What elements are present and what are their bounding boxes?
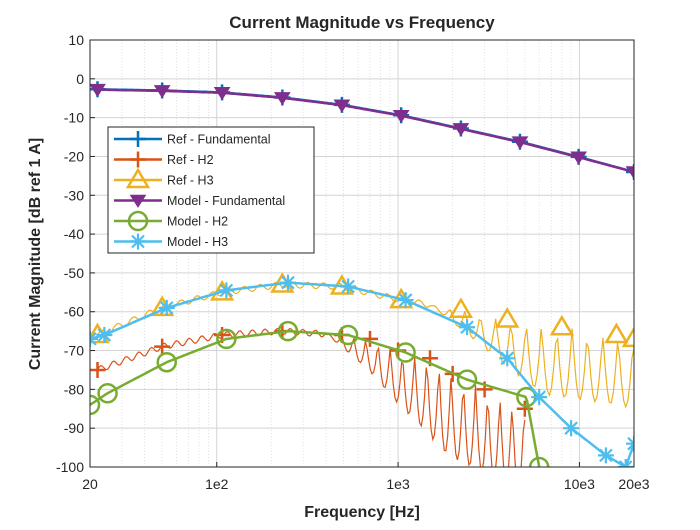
y-tick-label: -80 xyxy=(64,381,84,397)
data-point xyxy=(511,136,529,150)
data-point xyxy=(277,320,299,342)
y-tick-label: -60 xyxy=(64,304,84,320)
legend-label: Model - H3 xyxy=(167,235,228,249)
legend-label: Model - H2 xyxy=(167,215,228,229)
legend-item-model-fundamental: Model - Fundamental xyxy=(114,194,285,208)
legend-marker xyxy=(130,233,146,250)
legend-item-ref-h3: Ref - H3 xyxy=(114,167,214,189)
legend-marker xyxy=(129,194,147,208)
data-point xyxy=(549,314,575,336)
y-tick-label: -30 xyxy=(64,187,84,203)
data-point xyxy=(156,351,177,373)
data-point xyxy=(604,322,629,344)
series-line xyxy=(97,88,634,174)
data-point xyxy=(395,342,416,363)
data-point xyxy=(340,278,357,295)
data-point xyxy=(392,109,410,124)
series-model-h3 xyxy=(90,274,634,467)
data-point xyxy=(625,166,634,180)
data-point xyxy=(495,307,520,328)
data-point xyxy=(499,350,516,367)
legend-item-model-h3: Model - H3 xyxy=(114,233,228,250)
series-model-fundamental xyxy=(90,83,634,180)
data-point xyxy=(516,400,533,417)
y-tick-label: -100 xyxy=(56,459,84,475)
data-point xyxy=(531,389,548,406)
axes-box xyxy=(89,39,635,468)
chart-title: Current Magnitude vs Frequency xyxy=(229,13,495,32)
data-point xyxy=(626,163,634,180)
data-point xyxy=(333,99,351,113)
data-point xyxy=(273,92,291,106)
legend-item-ref-fundamental: Ref - Fundamental xyxy=(114,131,271,147)
y-tick-label: -20 xyxy=(64,148,84,164)
data-point xyxy=(337,324,359,346)
tick-labels: 20 1e2 1e3 10e3 20e3 10 0 -10 -20 -30 -40 -50 -60 -70… xyxy=(56,32,650,492)
data-point xyxy=(397,292,414,309)
legend-item-ref-h2: Ref - H2 xyxy=(114,151,214,168)
x-axis-label: Frequency [Hz] xyxy=(304,504,420,521)
data-point xyxy=(90,83,106,98)
legend-label: Ref - Fundamental xyxy=(167,133,271,147)
data-point xyxy=(90,361,106,378)
legend-label: Ref - H2 xyxy=(167,153,214,167)
x-tick-label: 10e3 xyxy=(564,476,595,492)
series-model-h2 xyxy=(90,320,550,467)
x-tick-label: 1e3 xyxy=(386,476,410,492)
data-point xyxy=(218,282,235,299)
data-point xyxy=(97,382,118,404)
x-tick-label: 20e3 xyxy=(618,476,649,492)
y-tick-label: -10 xyxy=(64,110,84,126)
legend-box xyxy=(107,126,315,254)
data-point xyxy=(216,328,237,350)
x-tick-label: 20 xyxy=(82,476,98,492)
legend-label: Model - Fundamental xyxy=(167,194,285,208)
y-tick-label: -90 xyxy=(64,420,84,436)
y-tick-label: 0 xyxy=(76,71,84,87)
data-point xyxy=(452,123,470,137)
data-point xyxy=(570,151,587,165)
data-point xyxy=(597,447,614,464)
legend-marker xyxy=(130,151,146,168)
data-point xyxy=(563,420,580,437)
data-point xyxy=(158,299,175,316)
legend-label: Ref - H3 xyxy=(167,174,214,188)
y-tick-label: -50 xyxy=(64,265,84,281)
legend-marker xyxy=(130,131,146,147)
legend-item-model-h2: Model - H2 xyxy=(114,210,228,232)
legend-marker xyxy=(125,167,151,189)
series-line xyxy=(90,329,541,467)
data-point xyxy=(96,327,113,344)
legend: Ref - Fundamental Ref - H2 Ref - H3 Model -… xyxy=(107,126,315,254)
data-point xyxy=(213,87,231,101)
legend-marker xyxy=(127,210,149,232)
y-axis-label: Current Magnitude [dB ref 1 A] xyxy=(27,138,44,370)
data-point xyxy=(279,274,296,291)
data-point xyxy=(621,326,634,348)
x-tick-label: 1e2 xyxy=(205,476,229,492)
series-line xyxy=(97,281,634,409)
data-point xyxy=(528,456,550,467)
data-point xyxy=(456,369,478,390)
data-point xyxy=(459,319,476,336)
y-tick-label: 10 xyxy=(68,32,84,48)
y-tick-label: -70 xyxy=(64,343,84,359)
y-tick-label: -40 xyxy=(64,226,84,242)
data-point xyxy=(154,338,171,355)
data-point xyxy=(153,85,171,99)
data-point xyxy=(90,394,101,416)
data-point xyxy=(448,297,474,319)
